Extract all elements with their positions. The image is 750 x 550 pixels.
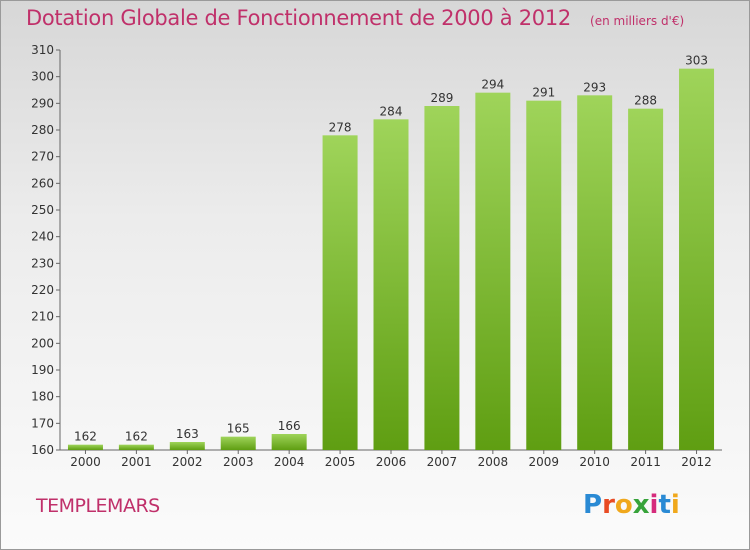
bar — [271, 434, 307, 450]
bar — [628, 108, 664, 451]
y-tick-label: 300 — [31, 70, 54, 84]
chart-title: Dotation Globale de Fonctionnement de 20… — [26, 6, 571, 30]
data-label: 288 — [634, 94, 657, 108]
x-tick-label: 2000 — [70, 455, 101, 469]
bar — [67, 444, 103, 450]
x-tick-label: 2008 — [478, 455, 509, 469]
bars — [67, 68, 715, 451]
x-tick-label: 2005 — [325, 455, 356, 469]
y-tick-label: 210 — [31, 310, 54, 324]
y-tick-label: 290 — [31, 96, 54, 110]
y-tick-label: 240 — [31, 230, 54, 244]
bar — [577, 95, 613, 450]
y-tick-label: 170 — [31, 416, 54, 430]
title-row: Dotation Globale de Fonctionnement de 20… — [26, 6, 684, 30]
labels: 2000 162 2001 162 2002 163 2003 165 2004 166 2005 2… — [70, 54, 712, 469]
x-tick-label: 2011 — [630, 455, 661, 469]
x-tick-label: 2003 — [223, 455, 254, 469]
y-tick-label: 160 — [31, 443, 54, 457]
data-label: 294 — [481, 78, 504, 92]
bar — [373, 119, 409, 450]
bar — [424, 106, 460, 450]
data-label: 163 — [176, 427, 199, 441]
bar — [679, 68, 715, 451]
data-label: 303 — [685, 54, 708, 68]
bar — [322, 135, 358, 451]
logo-letter: t — [658, 490, 671, 520]
y-tick-label: 220 — [31, 283, 54, 297]
x-tick-label: 2006 — [376, 455, 407, 469]
logo-letter: i — [649, 490, 659, 520]
x-tick-label: 2012 — [681, 455, 712, 469]
y-tick-label: 230 — [31, 256, 54, 270]
bar — [118, 444, 154, 450]
y-tick-label: 190 — [31, 363, 54, 377]
data-label: 289 — [430, 91, 453, 105]
logo-letter: i — [670, 490, 680, 520]
data-label: 293 — [583, 80, 606, 94]
y-tick-label: 280 — [31, 123, 54, 137]
logo-letter: P — [583, 490, 603, 520]
data-label: 162 — [74, 430, 97, 444]
y-tick-label: 260 — [31, 176, 54, 190]
data-label: 162 — [125, 430, 148, 444]
x-tick-label: 2010 — [579, 455, 610, 469]
commune-name: TEMPLEMARS — [36, 495, 160, 517]
data-label: 284 — [380, 104, 403, 118]
data-label: 278 — [329, 120, 352, 134]
bar — [475, 92, 511, 451]
y-tick-label: 180 — [31, 390, 54, 404]
chart-unit: (en milliers d'€) — [590, 14, 685, 28]
logo-letter: o — [614, 490, 633, 520]
logo-letter: r — [602, 490, 615, 520]
y-tick-label: 310 — [31, 43, 54, 57]
data-label: 291 — [532, 86, 555, 100]
x-tick-label: 2007 — [427, 455, 458, 469]
logo-letter: x — [632, 490, 650, 520]
y-tick-label: 250 — [31, 203, 54, 217]
bar — [169, 442, 205, 450]
x-tick-label: 2009 — [528, 455, 559, 469]
data-label: 166 — [278, 419, 301, 433]
proxiti-logo[interactable]: Proxiti — [583, 490, 680, 520]
bar — [220, 436, 256, 450]
data-label: 165 — [227, 422, 250, 436]
y-tick-label: 270 — [31, 150, 54, 164]
x-tick-label: 2002 — [172, 455, 203, 469]
x-tick-label: 2001 — [121, 455, 152, 469]
bar — [526, 100, 562, 451]
y-tick-label: 200 — [31, 336, 54, 350]
x-tick-label: 2004 — [274, 455, 305, 469]
